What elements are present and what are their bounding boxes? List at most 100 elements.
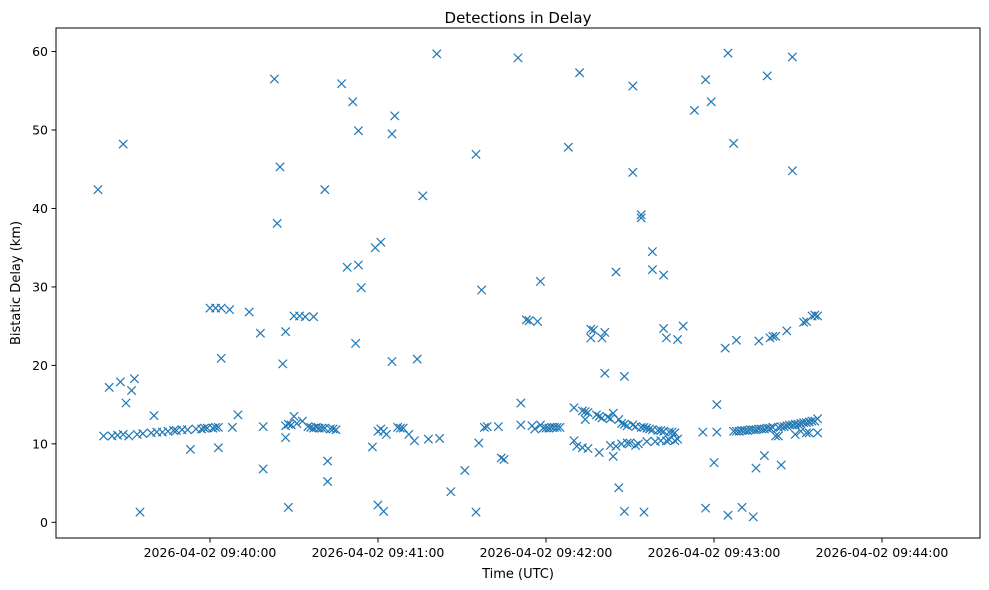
data-point-marker [754,336,764,346]
data-point-marker [387,129,397,139]
data-point-marker [594,447,604,458]
data-point-marker [712,427,722,437]
data-point-marker [255,328,266,338]
data-point-marker [555,422,565,432]
data-point-marker [387,356,397,367]
data-point-marker [647,246,658,257]
y-tick-label: 0 [40,515,48,530]
data-point-marker [434,433,445,443]
data-point-marker [126,385,137,396]
data-point-marker [286,420,296,430]
data-point-marker [583,443,593,454]
data-point-marker [583,407,593,418]
data-point-marker [812,414,823,424]
data-point-marker [658,323,669,334]
data-point-marker [224,305,235,315]
data-point-marker [104,382,114,392]
data-point-marker [168,425,179,436]
data-point-marker [353,260,364,270]
data-point-marker [636,213,646,223]
data-point-marker [432,49,442,59]
plot-frame [55,27,981,539]
data-point-marker [289,411,299,422]
data-point-marker [597,333,607,343]
data-point-marker [762,71,772,81]
data-point-marker [412,354,422,364]
data-point-marker [199,423,210,433]
data-point-marker [765,423,775,433]
data-point-marker [628,81,638,91]
data-point-marker [121,398,131,408]
data-point-marker [390,111,400,121]
data-point-marker [639,422,649,432]
data-point-marker [768,331,778,341]
data-point-marker [446,487,456,497]
data-point-marker [633,439,644,449]
data-point-marker [804,428,814,438]
data-point-marker [93,185,103,195]
data-point-marker [608,451,618,462]
data-point-marker [812,311,823,321]
data-point-marker [700,503,711,513]
data-point-marker [124,431,134,441]
data-point-marker [535,276,546,287]
data-point-marker [418,191,428,201]
data-point-marker [580,414,590,425]
data-point-marker [678,321,688,331]
data-point-marker [625,438,635,448]
data-point-marker [801,428,812,438]
data-point-marker [563,142,574,152]
data-point-marker [619,371,630,381]
data-point-marker [227,422,238,432]
data-point-marker [810,310,820,320]
data-point-marker [591,410,602,420]
data-point-marker [706,97,716,107]
data-point-marker [611,267,621,277]
data-point-marker [605,414,616,424]
data-point-marker [98,431,109,441]
data-point-marker [689,105,700,116]
data-point-marker [796,426,806,436]
data-point-marker [619,419,630,429]
data-point-marker [350,338,361,349]
data-point-marker [600,368,610,378]
data-point-marker [513,53,523,63]
data-point-marker [580,407,590,417]
data-point-marker [479,422,490,432]
data-point-marker [628,167,638,177]
data-point-marker [731,335,742,345]
data-point-marker [521,315,532,325]
data-point-marker [283,419,294,429]
data-point-marker [275,162,285,172]
data-point-marker [594,411,604,422]
data-point-marker [278,359,288,369]
data-point-marker [213,443,224,453]
data-point-marker [670,428,680,438]
data-point-marker [712,399,722,410]
data-point-marker [320,185,330,195]
data-point-marker [622,438,632,448]
data-point-marker [149,410,159,421]
data-point-marker [423,434,434,444]
data-point-marker [395,423,406,433]
y-tick-label: 50 [32,123,48,138]
data-point-marker [628,420,638,430]
data-point-marker [135,507,145,517]
data-point-marker [280,327,291,337]
y-tick-label: 60 [32,44,48,59]
data-point-marker [779,421,789,432]
data-point-marker [572,441,582,451]
data-point-marker [258,464,268,474]
data-point-marker [798,317,809,327]
data-point-marker [770,431,781,441]
data-point-marker [524,316,534,326]
data-point-marker [118,139,128,149]
data-point-marker [751,463,761,473]
data-point-marker [376,237,386,247]
y-tick-label: 10 [32,436,48,451]
data-point-marker [770,331,781,341]
data-point-marker [300,312,310,322]
data-point-marker [569,436,579,446]
data-point-marker [574,68,585,78]
